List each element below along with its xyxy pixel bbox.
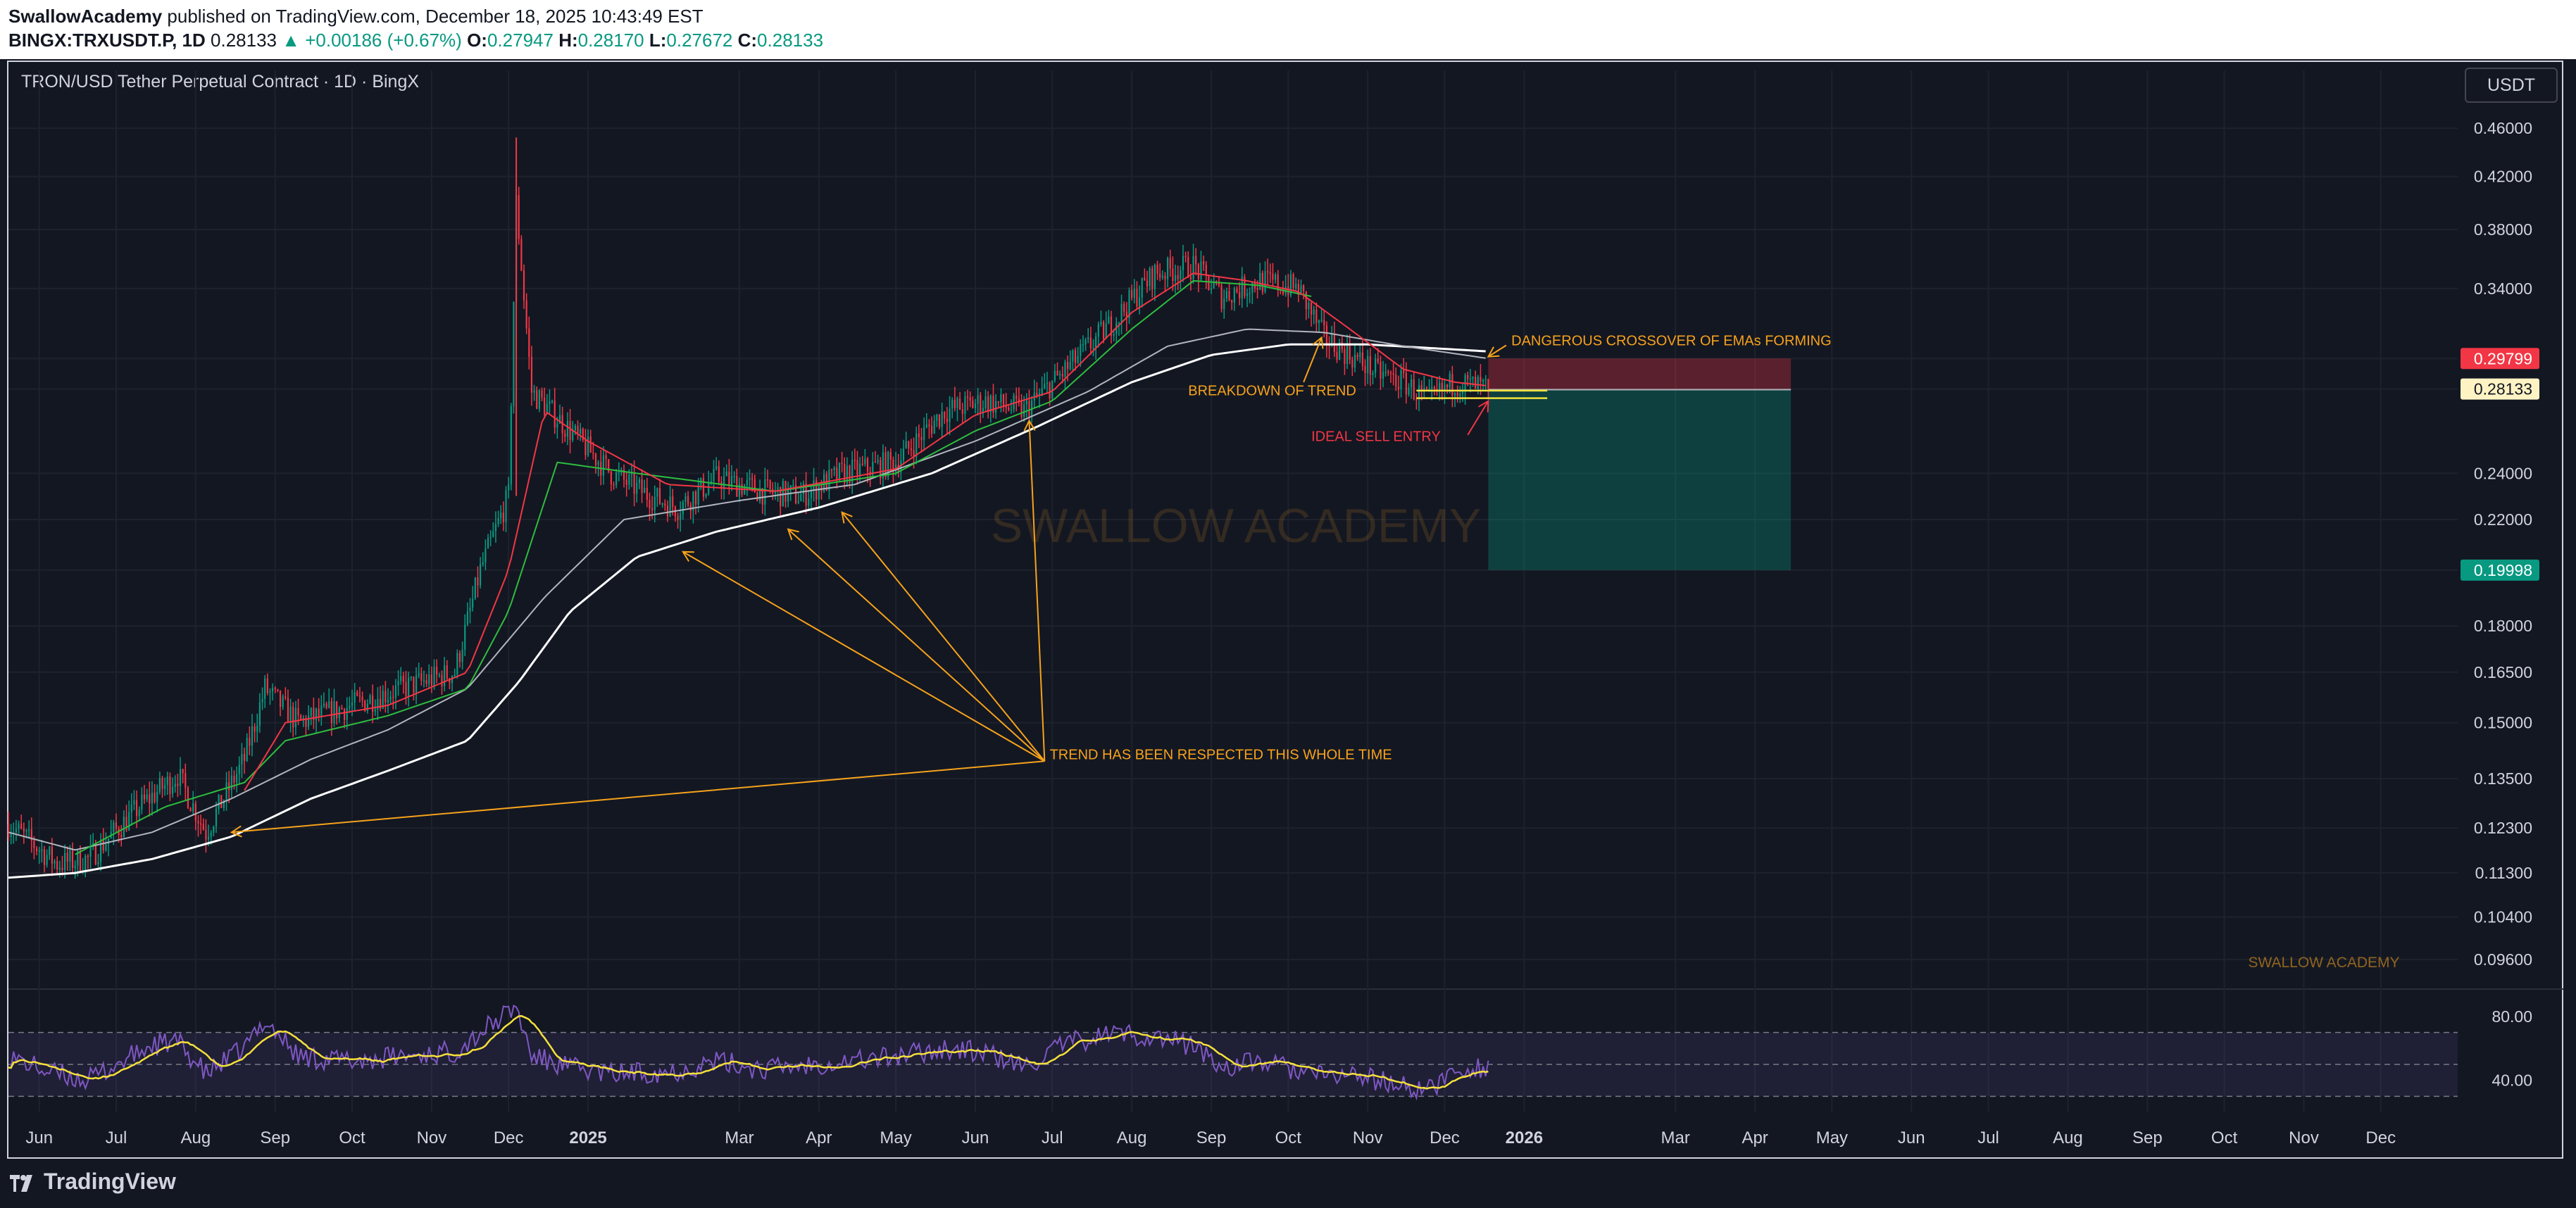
tradingview-logo[interactable]: TradingView [10, 1169, 176, 1195]
publish-info: SwallowAcademy published on TradingView.… [8, 6, 704, 27]
high-value: 0.28170 [577, 30, 644, 51]
symbol-label: BINGX:TRXUSDT.P, 1D [8, 30, 206, 51]
open-value: 0.27947 [487, 30, 554, 51]
chart-title: TRON/USD Tether Perpetual Contract · 1D … [21, 72, 420, 92]
high-label: H: [558, 30, 578, 51]
publish-header [0, 0, 2576, 59]
low-value: 0.27672 [666, 30, 733, 51]
change-value: +0.00186 (+0.67%) [305, 30, 462, 51]
low-label: L: [649, 30, 667, 51]
close-label: C: [737, 30, 758, 51]
chart-frame [7, 61, 2563, 1159]
ohlc-legend: BINGX:TRXUSDT.P, 1D 0.28133 ▲ +0.00186 (… [8, 30, 823, 51]
last-price: 0.28133 [211, 30, 277, 51]
publisher-name: SwallowAcademy [8, 6, 163, 27]
currency-button[interactable]: USDT [2465, 68, 2558, 103]
tradingview-brand: TradingView [44, 1169, 176, 1194]
tradingview-logo-icon [10, 1174, 32, 1192]
open-label: O: [467, 30, 487, 51]
up-triangle-icon: ▲ [282, 30, 300, 51]
published-text: published on TradingView.com, December 1… [162, 6, 704, 27]
footer [0, 1162, 2576, 1208]
close-value: 0.28133 [757, 30, 824, 51]
